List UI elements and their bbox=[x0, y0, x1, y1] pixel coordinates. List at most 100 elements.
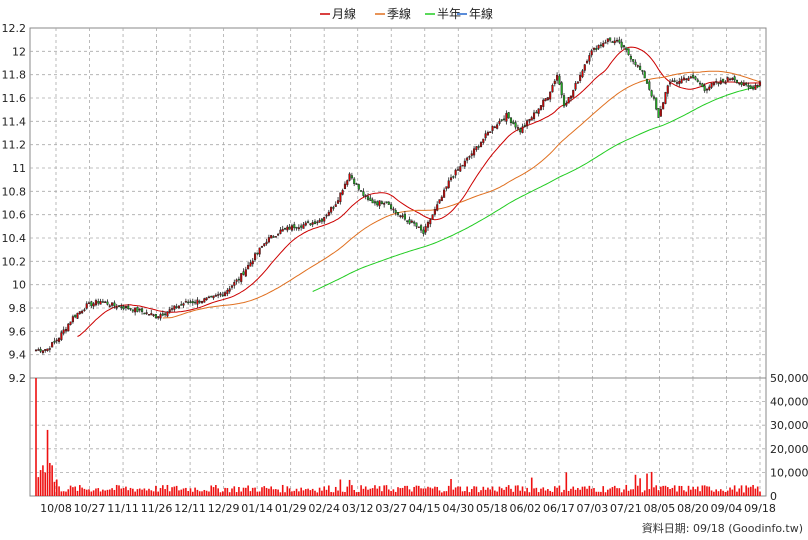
volume-bar bbox=[660, 486, 662, 496]
candle-body bbox=[111, 302, 114, 306]
candle-body bbox=[544, 98, 547, 102]
candle-body bbox=[166, 311, 169, 317]
volume-bar bbox=[302, 490, 305, 496]
candle-body bbox=[426, 221, 430, 228]
candle-body bbox=[477, 146, 480, 148]
volume-bar bbox=[189, 488, 192, 496]
volume-bar bbox=[593, 488, 595, 496]
volume-bar bbox=[475, 486, 478, 496]
candle-body bbox=[191, 301, 194, 304]
volume-bar bbox=[360, 485, 362, 496]
candle-body bbox=[355, 183, 358, 185]
candle-body bbox=[134, 307, 137, 313]
volume-bar bbox=[180, 489, 183, 496]
candle-body bbox=[645, 78, 649, 84]
candle-body bbox=[496, 124, 499, 129]
ma-quarter-line bbox=[162, 70, 761, 319]
x-tick-label: 11/26 bbox=[141, 502, 173, 515]
volume-bar bbox=[205, 490, 208, 496]
volume-bar bbox=[175, 485, 178, 496]
volume-bar bbox=[551, 491, 554, 496]
volume-bar bbox=[164, 489, 166, 496]
chart-legend: 月線 季線 半年 年線 bbox=[320, 6, 493, 21]
volume-bar bbox=[270, 486, 272, 496]
volume-bar bbox=[196, 489, 199, 496]
candle-body bbox=[235, 279, 238, 282]
candle-body bbox=[295, 226, 298, 229]
candle-body bbox=[94, 300, 98, 306]
volume-bar bbox=[74, 486, 77, 496]
volume-bar bbox=[217, 488, 219, 496]
volume-bar bbox=[607, 489, 609, 496]
volume-bar bbox=[152, 491, 155, 496]
candle-body bbox=[258, 247, 261, 255]
candle-body bbox=[237, 278, 240, 281]
candle-body bbox=[311, 222, 314, 225]
candle-body bbox=[62, 329, 65, 334]
volume-bar bbox=[528, 492, 531, 496]
candle-body bbox=[341, 190, 344, 195]
volume-bar bbox=[314, 490, 316, 496]
volume-bar bbox=[719, 489, 722, 496]
volume-bar bbox=[157, 491, 160, 496]
volume-bar bbox=[351, 485, 353, 496]
candle-body bbox=[67, 323, 70, 332]
candle-body bbox=[604, 42, 607, 44]
x-tick-label: 03/27 bbox=[375, 502, 407, 515]
candle-body bbox=[643, 71, 646, 79]
volume-bar bbox=[399, 488, 402, 496]
ma-halfyear-line bbox=[312, 85, 761, 292]
volume-bar bbox=[332, 492, 335, 496]
volume-bar bbox=[609, 488, 611, 496]
x-tick-label: 07/21 bbox=[610, 502, 642, 515]
volume-bar bbox=[445, 491, 448, 496]
candle-body bbox=[99, 301, 102, 305]
candle-body bbox=[64, 328, 68, 332]
candle-body bbox=[657, 108, 660, 118]
candle-body bbox=[41, 350, 44, 354]
candle-body bbox=[562, 95, 566, 107]
volume-bar bbox=[708, 486, 711, 496]
volume-bar bbox=[171, 487, 173, 496]
candle-body bbox=[698, 82, 702, 85]
volume-bar bbox=[512, 491, 515, 496]
volume-bar bbox=[65, 491, 67, 496]
candle-body bbox=[357, 184, 360, 190]
candle-body bbox=[228, 288, 231, 292]
volume-bar bbox=[524, 491, 526, 496]
candle-body bbox=[466, 157, 469, 161]
candle-body bbox=[701, 83, 704, 88]
candle-body bbox=[622, 45, 626, 48]
candle-body bbox=[360, 190, 363, 192]
candle-body bbox=[486, 132, 489, 136]
volume-bar bbox=[464, 491, 466, 496]
candle-body bbox=[247, 264, 250, 270]
volume-bar bbox=[417, 485, 420, 496]
volume-bar bbox=[671, 487, 674, 496]
volume-bar bbox=[408, 489, 411, 496]
volume-bar bbox=[676, 491, 678, 496]
candle-body bbox=[523, 125, 526, 127]
volume-bar bbox=[710, 490, 713, 496]
candle-body bbox=[712, 82, 715, 86]
candle-body bbox=[327, 211, 330, 216]
volume-bar bbox=[182, 488, 185, 496]
candle-body bbox=[433, 209, 436, 215]
price-panel: 9.2 9.4 9.6 9.8 10 10.2 10.4 10.6 10.8 11 11.2 11.4… bbox=[2, 22, 767, 385]
volume-bar bbox=[69, 485, 72, 496]
volume-bar bbox=[376, 488, 379, 496]
candle-body bbox=[81, 310, 84, 314]
candle-body bbox=[175, 306, 178, 308]
candle-body bbox=[618, 39, 621, 43]
candle-body bbox=[694, 76, 697, 80]
volume-bar bbox=[272, 489, 275, 496]
price-tick-label: 11.8 bbox=[2, 69, 27, 82]
candle-body bbox=[574, 83, 577, 90]
candle-body bbox=[48, 348, 51, 350]
volume-bar bbox=[722, 490, 724, 496]
volume-bar bbox=[604, 492, 607, 496]
volume-bar bbox=[514, 485, 517, 496]
volume-bar bbox=[634, 474, 637, 496]
candle-body bbox=[503, 118, 506, 121]
volume-bar bbox=[79, 485, 81, 496]
